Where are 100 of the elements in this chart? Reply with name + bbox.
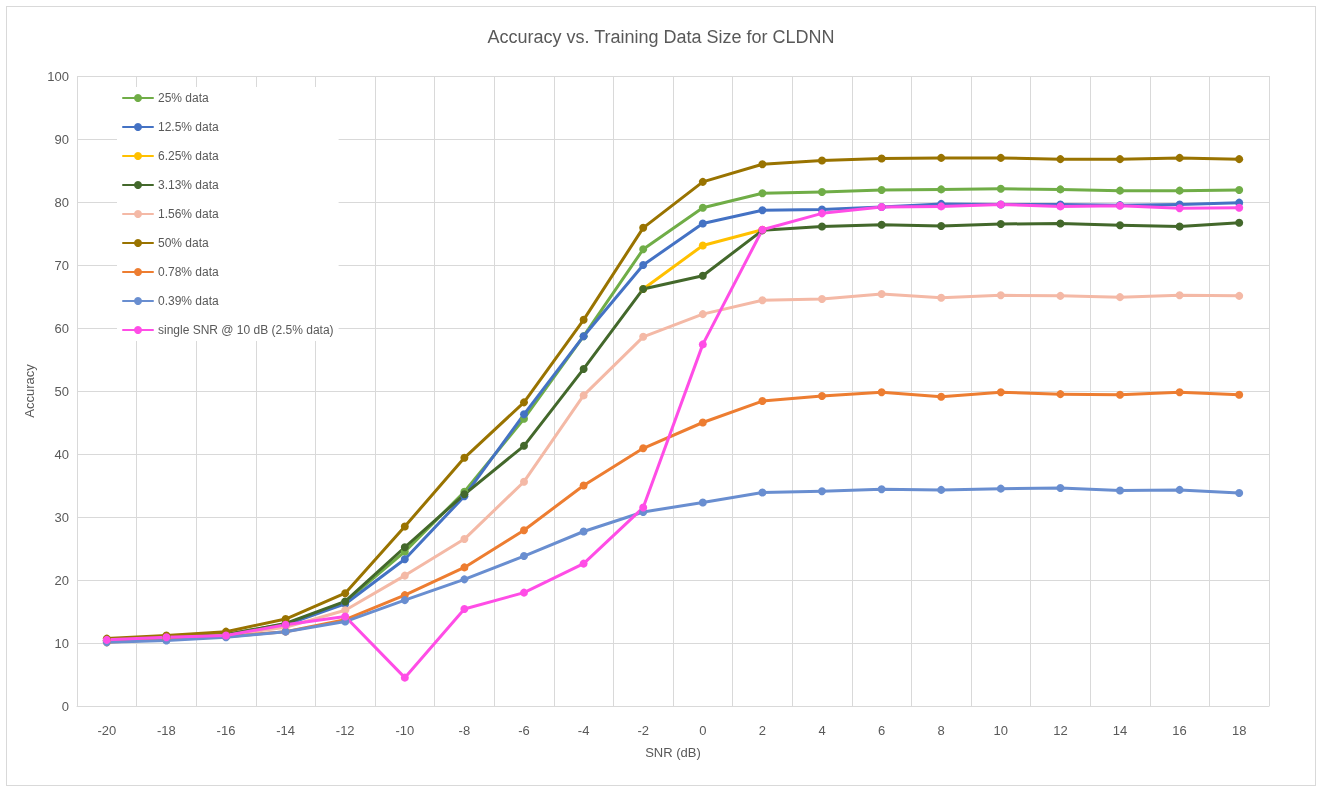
point: [1235, 203, 1244, 212]
point: [996, 388, 1005, 397]
point: [460, 563, 469, 572]
point: [818, 487, 826, 496]
x-tick-label: 16: [1172, 723, 1187, 738]
legend-label: 25% data: [158, 91, 210, 105]
point: [698, 177, 707, 186]
point: [1175, 222, 1184, 231]
point: [1056, 219, 1065, 228]
point: [520, 477, 528, 486]
point: [937, 293, 946, 302]
x-tick-label: -14: [276, 723, 295, 738]
y-tick-label: 60: [54, 320, 69, 336]
point: [818, 295, 826, 304]
point: [1056, 484, 1065, 493]
point: [877, 154, 886, 163]
y-tick-label: 30: [54, 509, 69, 525]
point: [877, 220, 886, 229]
point: [460, 604, 469, 613]
point: [1235, 489, 1244, 498]
x-tick-label: -10: [395, 723, 415, 738]
point: [400, 555, 409, 564]
point: [758, 397, 767, 406]
point: [996, 153, 1005, 162]
point: [758, 488, 767, 497]
y-tick-label: 40: [54, 446, 69, 462]
point: [818, 222, 826, 231]
legend-label: 12.5% data: [158, 120, 220, 134]
y-tick-label: 90: [54, 131, 69, 147]
point: [1056, 185, 1065, 194]
point: [1116, 390, 1124, 399]
point: [877, 186, 886, 195]
x-tick-label: -18: [157, 723, 176, 738]
point: [639, 444, 648, 453]
point: [1175, 388, 1184, 397]
point: [1175, 186, 1184, 195]
point: [698, 219, 707, 228]
point: [579, 481, 588, 490]
point: [1116, 221, 1124, 230]
point: [996, 484, 1005, 493]
x-tick-label: 18: [1231, 723, 1247, 738]
point: [1235, 218, 1244, 227]
point: [937, 185, 946, 194]
point: [1056, 291, 1065, 300]
point: [698, 498, 707, 507]
point: [341, 606, 350, 615]
x-tick-label: -4: [577, 723, 590, 738]
x-tick-label: -20: [97, 723, 117, 738]
point: [579, 315, 588, 324]
point: [579, 364, 588, 373]
point: [1235, 186, 1244, 195]
point: [520, 526, 528, 535]
point: [1175, 291, 1184, 300]
point: [639, 261, 648, 269]
point: [758, 160, 767, 169]
point: [698, 271, 707, 280]
point: [460, 575, 469, 584]
point: [639, 332, 648, 341]
point: [818, 392, 826, 401]
point: [520, 441, 528, 450]
legend-label: 6.25% data: [158, 149, 220, 163]
point: [520, 588, 528, 597]
legend-label: 3.13% data: [158, 178, 220, 192]
x-tick-label: -8: [458, 723, 471, 738]
y-tick-label: 100: [47, 68, 69, 84]
y-tick-label: 70: [54, 257, 69, 273]
point: [1116, 486, 1124, 495]
x-tick-label: 0: [699, 723, 707, 738]
point: [996, 184, 1005, 193]
point: [818, 209, 826, 218]
point: [1056, 390, 1065, 399]
point: [937, 153, 946, 162]
point: [698, 241, 707, 250]
x-tick-label: 6: [877, 723, 886, 738]
point: [1175, 204, 1184, 213]
y-tick-label: 50: [54, 383, 69, 399]
point: [1235, 390, 1244, 399]
x-axis-title: SNR (dB): [645, 745, 701, 760]
point: [877, 485, 886, 494]
x-tick-label: 4: [818, 723, 826, 738]
point: [1116, 155, 1124, 164]
point: [520, 398, 528, 407]
point: [400, 543, 409, 552]
point: [996, 220, 1005, 229]
x-tick-label: 14: [1112, 723, 1128, 738]
point: [1175, 153, 1184, 162]
x-tick-label: 8: [937, 723, 945, 738]
x-tick-label: -6: [518, 723, 530, 738]
point: [818, 156, 826, 165]
x-tick-label: 10: [993, 723, 1009, 738]
point: [639, 503, 648, 512]
point: [579, 391, 588, 400]
legend-label: single SNR @ 10 dB (2.5% data): [158, 323, 334, 337]
chart-title: Accuracy vs. Training Data Size for CLDNN: [487, 27, 835, 47]
point: [400, 673, 409, 682]
point: [1175, 485, 1184, 494]
y-axis-title: Accuracy: [22, 363, 38, 418]
point: [400, 522, 409, 531]
y-tick-label: 10: [54, 635, 69, 651]
legend-label: 0.39% data: [158, 294, 220, 308]
